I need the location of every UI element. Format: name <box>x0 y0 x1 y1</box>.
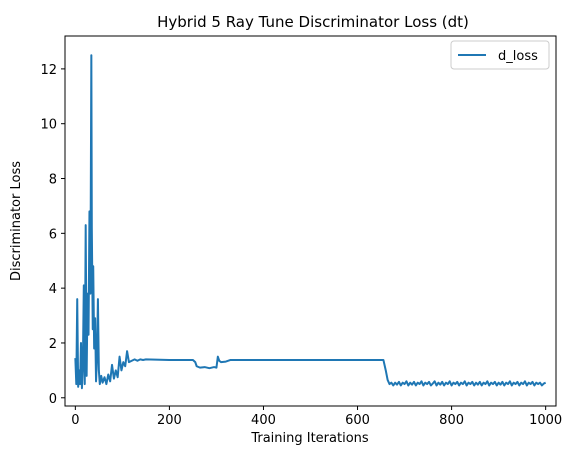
x-tick-label: 200 <box>157 413 182 428</box>
legend-label-d_loss: d_loss <box>498 49 538 64</box>
plot-area <box>64 35 557 407</box>
legend-box <box>450 40 550 70</box>
series-line-d_loss <box>74 54 547 390</box>
y-axis-label: Discriminator Loss <box>9 161 24 281</box>
y-tick-label: 10 <box>40 118 57 133</box>
x-tick-label: 0 <box>71 413 79 428</box>
series-layer <box>74 54 547 390</box>
x-axis-label: Training Iterations <box>250 431 369 446</box>
x-tick-label: 400 <box>251 413 276 428</box>
chart-title: Hybrid 5 Ray Tune Discriminator Loss (dt… <box>157 13 469 31</box>
y-tick-label: 4 <box>49 282 57 297</box>
x-tick-label: 800 <box>439 413 464 428</box>
x-tick-label: 600 <box>345 413 370 428</box>
y-tick-label: 0 <box>49 392 57 407</box>
legend: d_loss <box>450 40 550 70</box>
y-tick-label: 2 <box>49 337 57 352</box>
x-axis: 0 200 400 600 800 1000 <box>71 406 562 428</box>
y-tick-label: 8 <box>49 173 57 188</box>
y-tick-label: 6 <box>49 227 57 242</box>
y-tick-label: 12 <box>40 63 57 78</box>
x-tick-label: 1000 <box>529 413 562 428</box>
y-axis: 0 2 4 6 8 10 12 <box>40 63 65 407</box>
